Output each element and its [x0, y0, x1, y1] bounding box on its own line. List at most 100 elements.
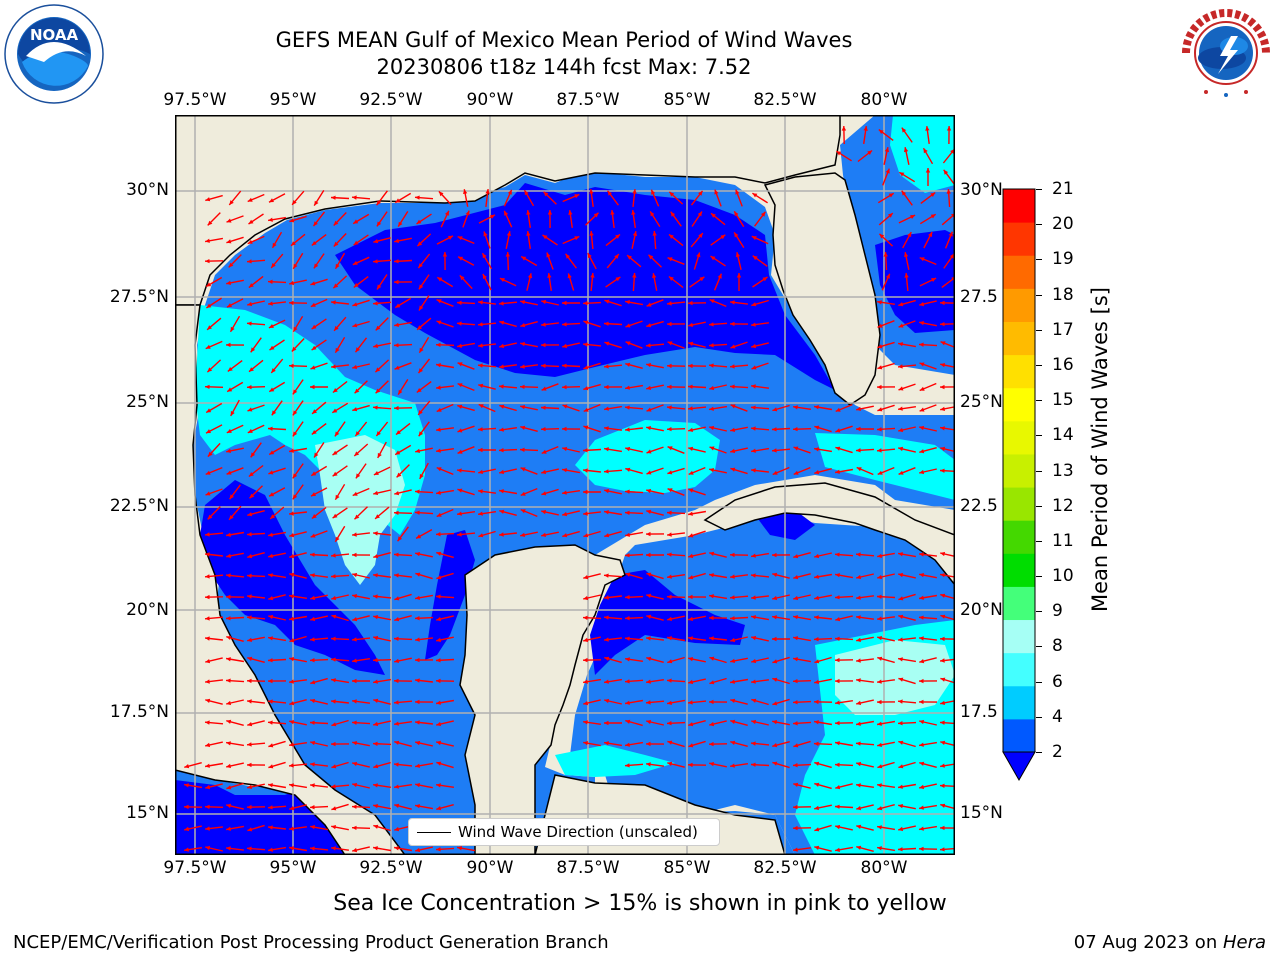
wind-wave-arrowhead	[593, 212, 599, 218]
lon-label-top: 82.5°W	[753, 90, 817, 110]
wind-wave-arrowhead	[289, 806, 295, 811]
wind-wave-arrowhead	[436, 678, 441, 684]
wind-wave-arrowhead	[930, 192, 936, 197]
wind-wave-arrowhead	[709, 385, 715, 391]
wind-wave-arrowhead	[436, 806, 442, 811]
wind-wave-arrowhead	[247, 407, 253, 412]
wind-wave-arrowhead	[226, 803, 232, 809]
wind-wave-arrowhead	[526, 231, 531, 236]
wind-wave-arrowhead	[698, 190, 703, 196]
wind-wave-arrowhead	[226, 719, 232, 724]
wind-wave-arrowhead	[940, 658, 945, 663]
wind-wave-arrowhead	[520, 300, 525, 305]
wind-wave-arrowhead	[709, 363, 714, 368]
wind-wave-arrowhead	[373, 490, 379, 496]
wind-wave-arrowhead	[310, 846, 315, 851]
wind-wave-arrowhead	[709, 573, 714, 578]
wind-wave-arrowhead	[289, 742, 294, 747]
wind-wave-arrowhead	[709, 299, 715, 304]
wind-wave-arrowhead	[835, 573, 840, 578]
wind-wave-arrowhead	[415, 489, 420, 494]
cyan-central-gulf	[575, 420, 720, 493]
wind-wave-arrowhead	[583, 701, 589, 706]
wind-wave-arrowhead	[646, 679, 651, 684]
wind-wave-arrowhead	[919, 805, 924, 810]
wind-wave-arrowhead	[373, 679, 378, 684]
wind-wave-arrowhead	[793, 615, 798, 620]
wind-wave-arrowhead	[226, 280, 231, 285]
wind-wave-arrowhead	[752, 255, 758, 261]
wind-wave-arrowhead	[688, 470, 694, 475]
wind-wave-arrowhead	[499, 343, 505, 349]
wind-wave-arrowhead	[898, 470, 904, 475]
wind-wave-arrowhead	[520, 491, 526, 496]
wind-wave-arrowhead	[541, 427, 546, 432]
wind-wave-arrowhead	[646, 572, 652, 577]
wind-wave-arrowhead	[207, 514, 213, 520]
wind-wave-arrowhead	[940, 406, 945, 411]
wind-wave-arrowhead	[247, 259, 252, 264]
lat-label-right: 20°N	[960, 600, 1003, 620]
wind-wave-arrowhead	[541, 405, 546, 410]
wind-wave-arrowhead	[352, 804, 357, 809]
wind-wave-arrowhead	[646, 363, 651, 368]
wind-wave-arrowhead	[583, 320, 589, 325]
wind-wave-arrowhead	[541, 386, 547, 391]
wind-wave-arrowhead	[268, 743, 274, 748]
wind-wave-arrowhead	[625, 742, 630, 747]
wind-wave-arrowhead	[667, 574, 672, 579]
wind-wave-arrowhead	[772, 677, 778, 682]
wind-wave-arrowhead	[331, 614, 337, 619]
lon-label-bottom: 92.5°W	[359, 858, 423, 878]
wind-wave-arrowhead	[856, 574, 862, 580]
wind-wave-arrowhead	[736, 273, 742, 278]
colorbar-tick: 13	[1052, 460, 1074, 481]
wind-wave-arrowhead	[270, 514, 275, 519]
wind-wave-arrowhead	[396, 430, 401, 435]
wind-wave-arrowhead	[226, 553, 231, 558]
wind-wave-arrowhead	[856, 615, 861, 620]
wind-wave-arrowhead	[925, 168, 931, 173]
wind-wave-arrowhead	[751, 635, 757, 641]
wind-wave-arrowhead	[940, 341, 946, 346]
wind-wave-arrowhead	[541, 322, 546, 327]
wind-wave-arrowhead	[352, 594, 357, 599]
wind-wave-arrowhead	[504, 210, 509, 216]
wind-wave-arrowhead	[373, 783, 378, 788]
wind-wave-arrowhead	[669, 234, 674, 239]
wind-wave-arrowhead	[352, 761, 358, 767]
wind-wave-arrowhead	[793, 595, 799, 601]
wind-wave-arrowhead	[688, 616, 693, 621]
wind-wave-arrowhead	[268, 783, 273, 788]
wind-wave-arrowhead	[646, 552, 651, 558]
colorbar-band	[1003, 189, 1035, 223]
wind-wave-arrowhead	[205, 384, 210, 389]
wind-wave-arrowhead	[394, 573, 399, 578]
wind-wave-arrowhead	[919, 425, 925, 431]
wind-wave-arrowhead	[625, 446, 631, 452]
wind-wave-arrowhead	[310, 616, 316, 622]
wind-wave-arrowhead	[646, 700, 651, 705]
wind-wave-arrowhead	[925, 126, 930, 131]
wind-wave-arrowhead	[604, 299, 610, 304]
wind-wave-arrowhead	[478, 427, 483, 432]
wind-wave-arrowhead	[205, 826, 210, 831]
wind-wave-arrowhead	[604, 741, 609, 746]
wind-wave-arrowhead	[499, 427, 504, 432]
wind-wave-arrowhead	[247, 512, 253, 517]
wind-wave-arrowhead	[485, 189, 490, 194]
wind-wave-arrowhead	[898, 657, 903, 662]
wind-wave-arrowhead	[331, 636, 336, 641]
wind-wave-arrowhead	[352, 678, 357, 684]
wind-wave-arrowhead	[667, 761, 673, 766]
wind-wave-arrowhead	[835, 595, 840, 600]
wind-wave-arrowhead	[292, 431, 298, 437]
wind-wave-arrowhead	[835, 446, 841, 451]
wind-wave-arrowhead	[247, 594, 252, 599]
wind-wave-arrowhead	[520, 342, 525, 347]
wind-wave-arrowhead	[919, 362, 925, 367]
wind-wave-arrowhead	[289, 826, 294, 831]
wind-wave-arrowhead	[590, 273, 595, 278]
wind-wave-arrowhead	[333, 241, 339, 247]
wind-wave-arrowhead	[394, 846, 399, 851]
